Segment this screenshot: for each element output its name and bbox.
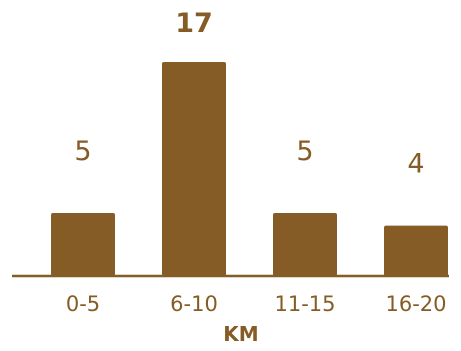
- x-tick-label: 0-5: [66, 292, 100, 316]
- x-tick-label: 11-15: [274, 292, 335, 316]
- bar-0-5: [51, 213, 115, 276]
- bars-group: [51, 62, 448, 276]
- bar-value-label: 5: [74, 136, 91, 167]
- x-tick-labels-group: 0-5 6-10 11-15 16-20: [66, 292, 447, 316]
- value-labels-group: 5 17 5 4: [74, 8, 424, 180]
- bar-value-label: 4: [407, 149, 424, 180]
- bar-16-20: [384, 225, 448, 276]
- x-tick-label: 6-10: [170, 292, 218, 316]
- bar-6-10: [162, 62, 226, 276]
- bar-value-label: 17: [175, 8, 213, 39]
- x-tick-label: 16-20: [385, 292, 446, 316]
- bar-value-label: 5: [296, 136, 313, 167]
- x-axis-title: KM: [223, 322, 258, 346]
- bar-11-15: [273, 213, 337, 276]
